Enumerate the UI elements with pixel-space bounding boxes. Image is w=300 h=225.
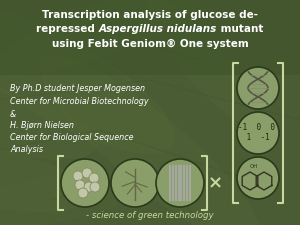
Text: OH: OH: [250, 164, 258, 169]
Text: -1  0  0: -1 0 0: [238, 124, 274, 133]
Ellipse shape: [0, 172, 148, 225]
Text: &: &: [10, 110, 16, 119]
Circle shape: [237, 112, 279, 154]
Text: using Febit Geniom® One system: using Febit Geniom® One system: [52, 39, 248, 49]
Text: ×: ×: [207, 174, 223, 192]
Text: Analysis: Analysis: [10, 145, 43, 154]
Circle shape: [61, 159, 109, 207]
Text: Center for Microbial Biotechnology: Center for Microbial Biotechnology: [10, 97, 148, 106]
Ellipse shape: [0, 81, 97, 159]
Text: repressed: repressed: [36, 24, 99, 34]
Text: Aspergillus nidulans: Aspergillus nidulans: [99, 24, 217, 34]
Circle shape: [75, 180, 85, 190]
Circle shape: [111, 159, 159, 207]
Circle shape: [89, 173, 99, 183]
Ellipse shape: [146, 0, 254, 123]
Ellipse shape: [0, 6, 174, 154]
Text: Transcription analysis of glucose de-: Transcription analysis of glucose de-: [42, 10, 258, 20]
Text: - science of green technology: - science of green technology: [86, 211, 214, 220]
Circle shape: [156, 159, 204, 207]
Circle shape: [78, 188, 88, 198]
Text: Center for Biological Sequence: Center for Biological Sequence: [10, 133, 134, 142]
Circle shape: [90, 182, 100, 192]
Text: H. Bjørn Nielsen: H. Bjørn Nielsen: [10, 121, 74, 130]
Ellipse shape: [0, 0, 204, 74]
Ellipse shape: [0, 149, 89, 211]
Text: mutant: mutant: [217, 24, 264, 34]
Ellipse shape: [40, 56, 260, 225]
Circle shape: [84, 182, 94, 192]
FancyBboxPatch shape: [0, 0, 300, 75]
Circle shape: [237, 157, 279, 199]
Circle shape: [237, 67, 279, 109]
Text: By Ph.D student Jesper Mogensen: By Ph.D student Jesper Mogensen: [10, 84, 145, 93]
Text: 1  -1: 1 -1: [242, 133, 270, 142]
Circle shape: [73, 171, 83, 181]
Circle shape: [82, 168, 92, 178]
